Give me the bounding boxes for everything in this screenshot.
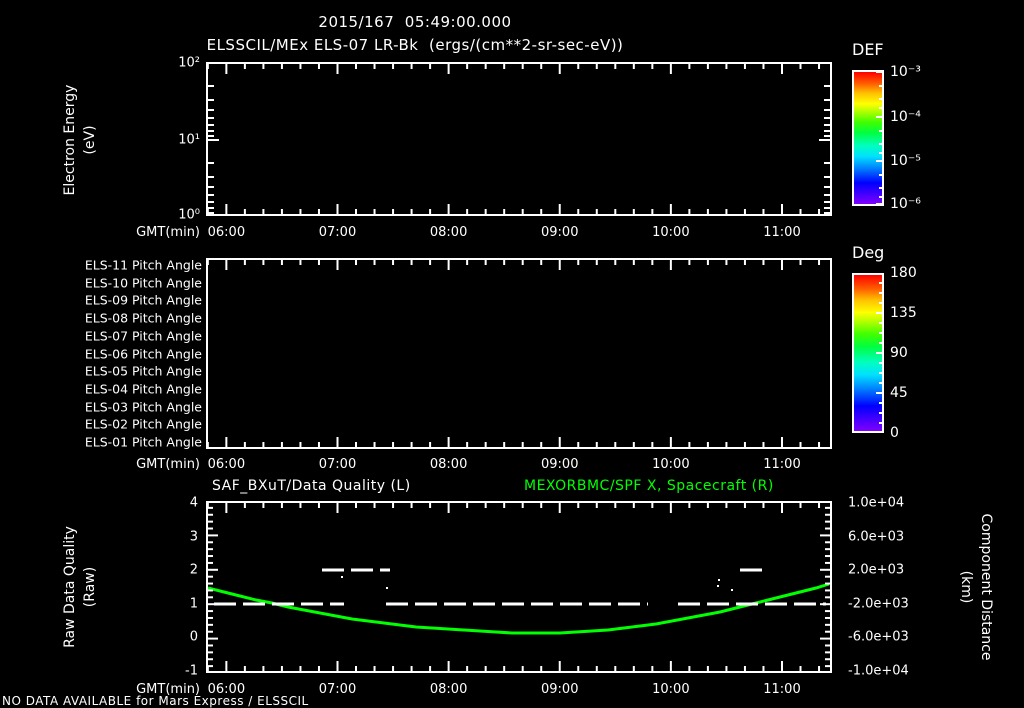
colorbar-def[interactable]: [852, 70, 884, 206]
panel2-row-label: ELS-06 Pitch Angle: [84, 346, 202, 361]
colorbar-deg-tick-label: 45: [890, 385, 908, 401]
panel2-row-labels: ELS-11 Pitch Angle ELS-10 Pitch Angle ELS-…: [0, 0, 202, 708]
panel2-row-label: ELS-07 Pitch Angle: [84, 328, 202, 344]
panel3-ytick-label-right: -6.0e+03: [848, 629, 909, 645]
panel1-xtick-marks: [206, 62, 821, 216]
panel3-tick-marks: [206, 501, 832, 673]
panel3-ytick-label-right: 6.0e+03: [848, 529, 905, 545]
colorbar-def-tick-label: 10⁻³: [890, 64, 921, 80]
panel3-ytick-label-right: 2.0e+03: [848, 562, 905, 578]
panel-pitch-angle-plot-area[interactable]: [206, 258, 832, 449]
panel2-row-label: ELS-08 Pitch Angle: [84, 310, 202, 326]
xtick-label: 11:00: [763, 457, 801, 472]
panel3-ytick-label-left: 0: [189, 629, 198, 645]
trace-spacecraft-x-distance: [208, 582, 830, 635]
panel3-ylabel-right-line2: (km): [958, 570, 974, 604]
panel-data-quality-plot-area[interactable]: [206, 501, 832, 673]
colorbar-deg-title: Deg: [852, 243, 885, 262]
xtick-label: 09:00: [541, 457, 579, 472]
panel2-gmt-label: GMT(min): [136, 457, 200, 472]
colorbar-def-title: DEF: [852, 40, 884, 59]
xtick-label: 11:00: [763, 682, 801, 697]
panel1-ytick-marks-right: [819, 62, 832, 214]
panel3-ytick-label-left: 4: [189, 495, 198, 511]
colorbar-deg-tick-label: 0: [890, 425, 899, 441]
panel3-ytick-label-right: -2.0e+03: [848, 596, 909, 612]
xtick-label: 11:00: [763, 225, 801, 240]
panel2-row-label: ELS-04 Pitch Angle: [84, 381, 202, 397]
xtick-label: 10:00: [652, 457, 690, 472]
panel1-ytick-label: 10¹: [178, 132, 200, 148]
panel3-header-left: SAF_BXuT/Data Quality (L): [212, 478, 411, 494]
xtick-label: 10:00: [652, 682, 690, 697]
colorbar-def-tick-label: 10⁻⁶: [890, 196, 921, 212]
panel-electron-energy-plot-area[interactable]: [206, 62, 832, 216]
panel3-ytick-label-right: 1.0e+04: [848, 495, 905, 511]
colorbar-def-ticks: [876, 71, 884, 205]
panel3-header-right: MEXORBMC/SPF X, Spacecraft (R): [524, 478, 774, 494]
panel2-xtick-labels: 06:00 07:00 08:00 09:00 10:00 11:00: [0, 457, 1024, 475]
panel1-ytick-label: 10⁰: [178, 207, 200, 223]
panel3-ylabel-right-line1: Component Distance: [978, 513, 994, 661]
xtick-label: 09:00: [541, 682, 579, 697]
panel3-ytick-label-right: -1.0e+04: [848, 663, 909, 679]
panel2-row-label: ELS-09 Pitch Angle: [84, 292, 202, 308]
panel2-row-label: ELS-10 Pitch Angle: [84, 275, 202, 291]
colorbar-deg-tick-label: 180: [890, 265, 917, 281]
panel3-ytick-label-left: 3: [189, 529, 198, 545]
xtick-label: 06:00: [207, 225, 246, 240]
xtick-label: 07:00: [318, 457, 357, 472]
panel2-xtick-marks: [206, 258, 821, 449]
trace-data-quality-points: [341, 576, 733, 591]
panel2-row-label: ELS-02 Pitch Angle: [84, 416, 202, 432]
xtick-label: 08:00: [429, 457, 468, 472]
colorbar-deg-ticks: [876, 273, 884, 433]
xtick-label: 09:00: [541, 225, 579, 240]
xtick-label: 06:00: [207, 682, 246, 697]
colorbar-deg-tick-label: 90: [890, 345, 908, 361]
panel3-ytick-label-left: -1: [185, 663, 198, 679]
panel2-row-label: ELS-03 Pitch Angle: [84, 399, 202, 415]
panel3-gmt-label: GMT(min): [136, 682, 200, 697]
panel3-ytick-label-left: 2: [189, 562, 198, 578]
xtick-label: 10:00: [652, 225, 690, 240]
panel1-xtick-labels: 06:00 07:00 08:00 09:00 10:00 11:00: [0, 225, 1024, 243]
panel1-gmt-label: GMT(min): [136, 225, 200, 240]
xtick-label: 07:00: [318, 682, 357, 697]
panel1-ytick-label: 10²: [178, 55, 200, 71]
panel2-row-label: ELS-11 Pitch Angle: [84, 257, 202, 273]
panel3-traces: [208, 568, 830, 635]
panel2-row-label: ELS-05 Pitch Angle: [84, 363, 202, 379]
xtick-label: 06:00: [207, 457, 246, 472]
panel3-xtick-labels: 06:00 07:00 08:00 09:00 10:00 11:00: [0, 682, 1024, 700]
xtick-label: 07:00: [318, 225, 357, 240]
panel2-row-label: ELS-01 Pitch Angle: [84, 434, 202, 450]
colorbar-def-tick-label: 10⁻⁵: [890, 153, 921, 169]
xtick-label: 08:00: [429, 682, 468, 697]
panel1-ytick-marks: [206, 62, 219, 214]
colorbar-deg-tick-label: 135: [890, 305, 917, 321]
plot-title-dataset: ELSSCIL/MEx ELS-07 LR-Bk (ergs/(cm**2-sr…: [206, 36, 624, 54]
xtick-label: 08:00: [429, 225, 468, 240]
colorbar-def-tick-label: 10⁻⁴: [890, 109, 921, 125]
panel3-ylabel-left-line2: (Raw): [82, 566, 98, 608]
footer-no-data-message: NO DATA AVAILABLE for Mars Express / ELS…: [2, 694, 309, 708]
panel3-ytick-label-left: 1: [189, 596, 198, 612]
panel3-ylabel-left-line1: Raw Data Quality: [62, 526, 78, 648]
plot-title-datetime: 2015/167 05:49:00.000: [318, 13, 512, 31]
